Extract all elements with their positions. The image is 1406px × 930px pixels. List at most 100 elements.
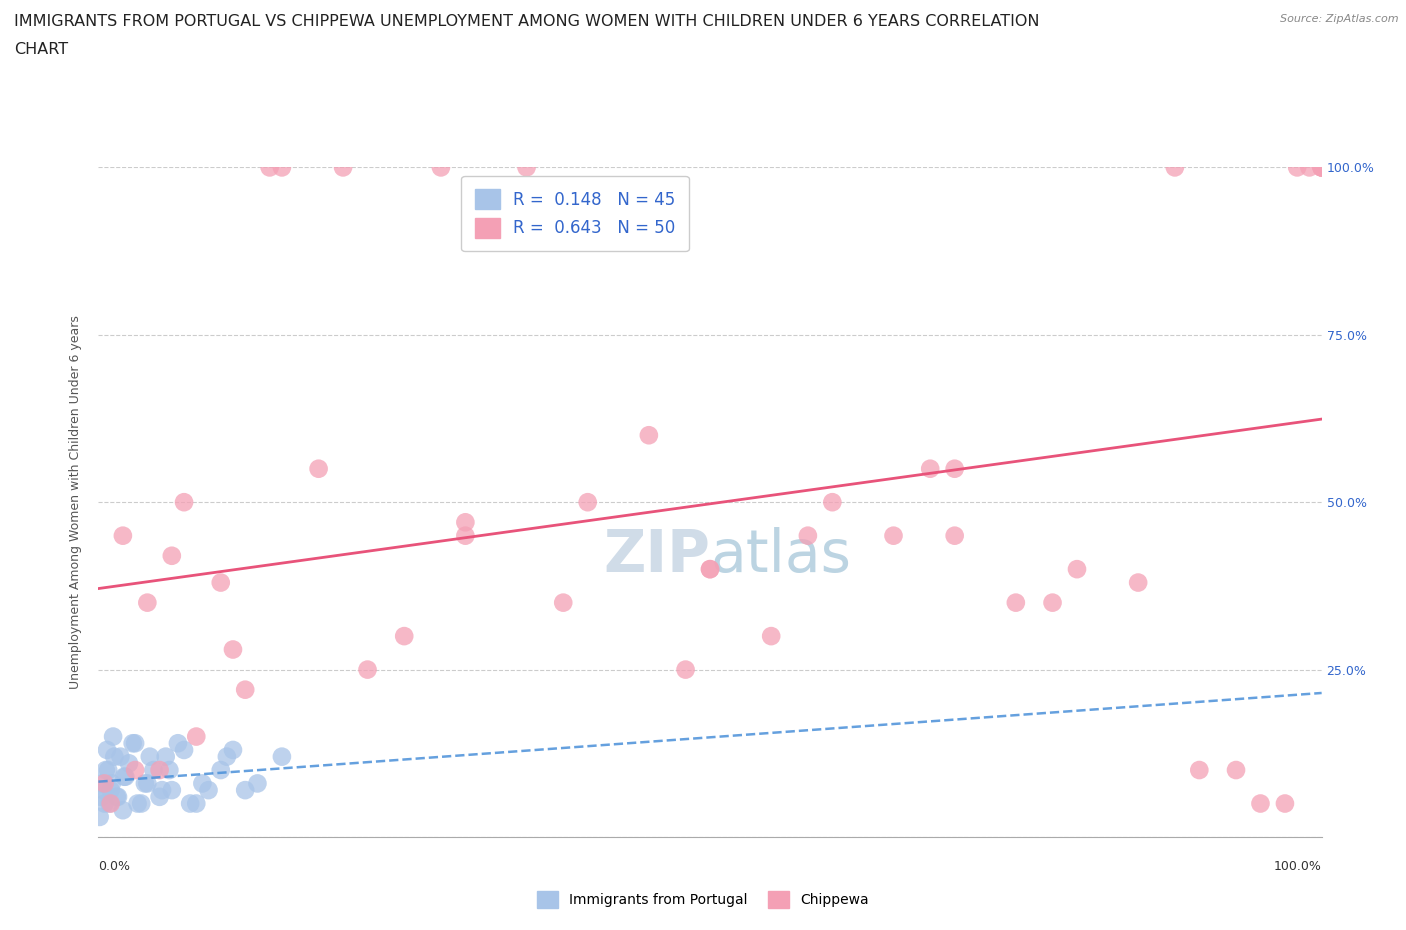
Point: [209, 763, 232, 777]
Point: [197, 783, 219, 798]
Point: [98, 796, 121, 811]
Point: [94, 763, 117, 777]
Point: [1298, 160, 1320, 175]
Point: [97, 763, 120, 777]
Point: [160, 783, 183, 798]
Point: [186, 796, 208, 811]
Point: [308, 461, 330, 476]
Point: [167, 736, 190, 751]
Point: [134, 776, 156, 790]
Point: [186, 729, 208, 744]
Point: [139, 750, 162, 764]
Point: [110, 750, 132, 764]
Point: [100, 783, 122, 798]
Point: [883, 528, 905, 543]
Point: [121, 736, 143, 751]
Point: [111, 803, 134, 817]
Point: [1225, 763, 1247, 777]
Point: [270, 160, 294, 175]
Point: [112, 769, 135, 784]
Point: [259, 160, 281, 175]
Point: [1310, 160, 1333, 175]
Point: [103, 750, 125, 764]
Point: [155, 750, 177, 764]
Point: [118, 756, 141, 771]
Point: [222, 742, 245, 757]
Point: [105, 790, 128, 804]
Point: [149, 790, 172, 804]
Point: [101, 729, 124, 744]
Point: [150, 783, 173, 798]
Point: [1310, 160, 1333, 175]
Point: [1286, 160, 1309, 175]
Text: ZIP: ZIP: [603, 527, 710, 584]
Point: [90, 790, 112, 804]
Point: [1250, 796, 1272, 811]
Text: atlas: atlas: [710, 527, 851, 584]
Point: [943, 461, 966, 476]
Point: [209, 575, 232, 590]
Point: [392, 629, 416, 644]
Legend: R =  0.148   N = 45, R =  0.643   N = 50: R = 0.148 N = 45, R = 0.643 N = 50: [461, 176, 689, 251]
Text: Source: ZipAtlas.com: Source: ZipAtlas.com: [1281, 14, 1399, 24]
Point: [638, 428, 661, 443]
Point: [943, 528, 966, 543]
Point: [699, 562, 721, 577]
Point: [821, 495, 844, 510]
Point: [430, 160, 453, 175]
Point: [100, 796, 122, 811]
Point: [1128, 575, 1150, 590]
Point: [1066, 562, 1088, 577]
Point: [93, 796, 115, 811]
Point: [270, 750, 294, 764]
Point: [797, 528, 820, 543]
Point: [91, 783, 114, 798]
Point: [761, 629, 783, 644]
Point: [149, 763, 172, 777]
Point: [356, 662, 378, 677]
Point: [114, 769, 136, 784]
Point: [246, 776, 269, 790]
Point: [191, 776, 214, 790]
Point: [107, 790, 129, 804]
Point: [173, 495, 195, 510]
Y-axis label: Unemployment Among Women with Children Under 6 years: Unemployment Among Women with Children U…: [69, 315, 83, 689]
Point: [157, 763, 180, 777]
Point: [91, 776, 114, 790]
Point: [93, 776, 115, 790]
Point: [215, 750, 238, 764]
Point: [222, 642, 245, 657]
Point: [675, 662, 697, 677]
Point: [160, 549, 183, 564]
Point: [89, 809, 111, 824]
Point: [127, 796, 149, 811]
Point: [920, 461, 942, 476]
Point: [142, 763, 165, 777]
Point: [454, 528, 477, 543]
Point: [96, 742, 118, 757]
Point: [129, 796, 152, 811]
Point: [124, 763, 146, 777]
Point: [332, 160, 354, 175]
Point: [179, 796, 201, 811]
Point: [699, 562, 721, 577]
Point: [1310, 160, 1333, 175]
Point: [1310, 160, 1333, 175]
Point: [233, 683, 256, 698]
Text: 100.0%: 100.0%: [1274, 860, 1322, 873]
Point: [576, 495, 599, 510]
Point: [516, 160, 538, 175]
Point: [136, 595, 159, 610]
Point: [1004, 595, 1026, 610]
Point: [101, 776, 124, 790]
Point: [136, 776, 159, 790]
Point: [1042, 595, 1064, 610]
Text: IMMIGRANTS FROM PORTUGAL VS CHIPPEWA UNEMPLOYMENT AMONG WOMEN WITH CHILDREN UNDE: IMMIGRANTS FROM PORTUGAL VS CHIPPEWA UNE…: [14, 14, 1039, 29]
Point: [1164, 160, 1187, 175]
Text: CHART: CHART: [14, 42, 67, 57]
Point: [1274, 796, 1296, 811]
Point: [454, 515, 477, 530]
Point: [173, 742, 195, 757]
Legend: Immigrants from Portugal, Chippewa: Immigrants from Portugal, Chippewa: [531, 885, 875, 914]
Point: [233, 783, 256, 798]
